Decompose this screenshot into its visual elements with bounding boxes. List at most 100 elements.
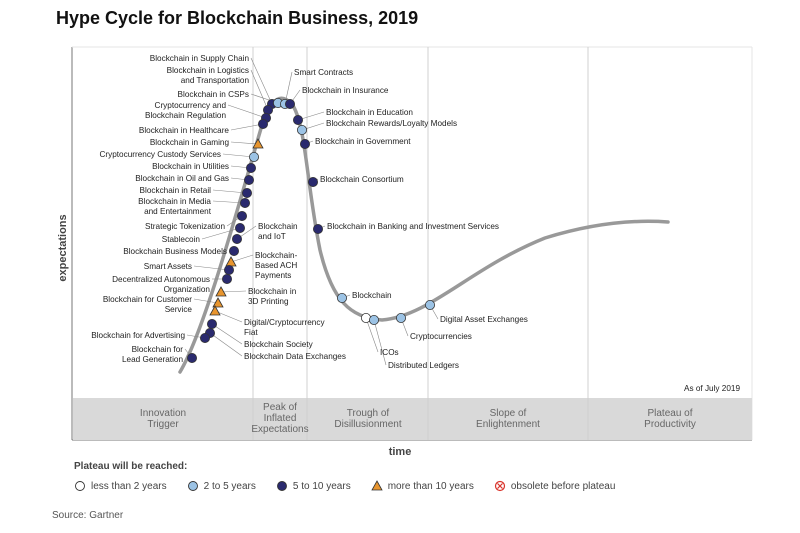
- label-blockchain-in-csps: Blockchain in CSPs: [178, 90, 249, 99]
- point-blockchain-rewards-loyalty-models: [296, 125, 307, 136]
- label-blockchain-rewards-loyalty-models: Blockchain Rewards/Loyalty Models: [326, 119, 457, 128]
- label-blockchain-in-logistics-and-transportation: Blockchain in Logistics and Transportatio…: [167, 66, 250, 85]
- legend-item-obs: obsolete before plateau: [494, 480, 616, 492]
- point-blockchain-business-models: [228, 245, 239, 256]
- legend: Plateau will be reached: less than 2 yea…: [74, 461, 615, 492]
- leader-smart-assets: [193, 265, 230, 271]
- point-blockchain-society: [206, 318, 217, 329]
- point-digital-cryptocurrency-fiat: [209, 305, 221, 316]
- label-distributed-ledgers: Distributed Ledgers: [388, 361, 459, 370]
- point-smart-assets: [223, 264, 234, 275]
- legend-item-2to5: 2 to 5 years: [187, 480, 256, 492]
- label-blockchain-society: Blockchain Society: [244, 340, 314, 349]
- point-blockchain-in-media-and-entertainment: [239, 197, 250, 208]
- leader-blockchain-in-healthcare: [230, 123, 264, 131]
- legend-item-gt10: more than 10 years: [371, 480, 474, 492]
- point-digital-asset-exchanges: [424, 299, 435, 310]
- leader-blockchain-in-3d-printing: [220, 290, 247, 293]
- point-decentralized-autonomous-organization: [221, 273, 232, 284]
- leader-blockchain-based-ach-payments: [230, 254, 254, 263]
- label-blockchain-in-gaming: Blockchain in Gaming: [150, 138, 230, 147]
- leader-icos: [365, 317, 379, 353]
- legend-symbol-lt2: [75, 481, 85, 491]
- label-blockchain: Blockchain: [352, 291, 392, 300]
- label-blockchain-in-3d-printing: Blockchain in 3D Printing: [248, 287, 297, 306]
- leader-stablecoin: [201, 227, 241, 240]
- label-blockchain-consortium: Blockchain Consortium: [320, 175, 404, 184]
- y-axis-label: expectations: [57, 214, 69, 281]
- label-blockchain-in-banking-and-investment-services: Blockchain in Banking and Investment Ser…: [327, 222, 499, 231]
- label-cryptocurrency-custody-services: Cryptocurrency Custody Services: [100, 150, 222, 159]
- leader-blockchain-for-customer-service: [193, 298, 219, 304]
- legend-symbol-gt10: [371, 480, 383, 491]
- label-blockchain-in-insurance: Blockchain in Insurance: [302, 86, 389, 95]
- point-blockchain-in-gaming: [252, 138, 264, 149]
- label-decentralized-autonomous-organization: Decentralized Autonomous Organization: [112, 275, 210, 294]
- legend-symbol-2to5: [187, 481, 198, 491]
- legend-item-lt2: less than 2 years: [74, 480, 167, 492]
- label-blockchain-in-utilities: Blockchain in Utilities: [152, 162, 229, 171]
- label-blockchain-in-media-and-entertainment: Blockchain in Media and Entertainment: [138, 197, 212, 216]
- phase-label-3: Trough of Disillusionment: [334, 408, 401, 430]
- as-of-note: As of July 2019: [684, 384, 740, 393]
- phase-label-1: Innovation Trigger: [140, 408, 186, 430]
- label-blockchain-in-supply-chain: Blockchain in Supply Chain: [150, 54, 250, 63]
- point-stablecoin: [234, 222, 245, 233]
- label-blockchain-in-government: Blockchain in Government: [315, 137, 411, 146]
- x-axis-label: time: [389, 446, 412, 458]
- phase-label-2: Peak of Inflated Expectations: [251, 402, 308, 435]
- point-blockchain-in-banking-and-investment-services: [312, 223, 323, 234]
- leader-cryptocurrency-custody-services: [222, 153, 255, 158]
- label-blockchain-in-healthcare: Blockchain in Healthcare: [139, 126, 230, 135]
- point-blockchain-in-insurance: [284, 99, 295, 110]
- label-cryptocurrency-and-blockchain-regulation: Cryptocurrency and Blockchain Regulation: [145, 101, 226, 120]
- point-blockchain-for-customer-service: [212, 297, 224, 308]
- leader-distributed-ledgers: [373, 319, 387, 366]
- point-strategic-tokenization: [236, 210, 247, 221]
- point-blockchain-for-advertising: [199, 332, 210, 343]
- label-digital-cryptocurrency-fiat: Digital/Cryptocurrency Fiat: [244, 318, 325, 337]
- phase-label-5: Plateau of Productivity: [644, 408, 696, 430]
- legend-title: Plateau will be reached:: [74, 461, 188, 472]
- label-blockchain-for-customer-service: Blockchain for Customer Service: [103, 295, 193, 314]
- point-cryptocurrency-custody-services: [248, 151, 259, 162]
- point-blockchain-in-healthcare: [257, 119, 268, 130]
- leader-blockchain-in-media-and-entertainment: [212, 200, 246, 204]
- point-blockchain-in-government: [299, 138, 310, 149]
- leader-blockchain-in-gaming: [230, 141, 259, 145]
- label-blockchain-and-iot: Blockchain and IoT: [258, 222, 298, 241]
- source-note: Source: Gartner: [52, 510, 124, 521]
- legend-item-5to10: 5 to 10 years: [276, 480, 351, 492]
- point-blockchain-consortium: [307, 176, 318, 187]
- point-blockchain-based-ach-payments: [225, 256, 237, 267]
- point-cryptocurrencies: [395, 312, 406, 323]
- point-blockchain-in-utilities: [245, 162, 256, 173]
- label-blockchain-business-models: Blockchain Business Models: [123, 247, 227, 256]
- legend-label-5to10: 5 to 10 years: [292, 480, 351, 492]
- label-stablecoin: Stablecoin: [162, 235, 201, 244]
- phase-label-4: Slope of Enlightenment: [476, 408, 540, 430]
- label-blockchain-in-retail: Blockchain in Retail: [140, 186, 212, 195]
- legend-label-lt2: less than 2 years: [91, 480, 167, 492]
- leader-cryptocurrency-and-blockchain-regulation: [227, 104, 267, 119]
- phase-band: [73, 398, 752, 440]
- label-blockchain-for-lead-generation: Blockchain for Lead Generation: [122, 345, 183, 364]
- label-blockchain-in-oil-and-gas: Blockchain in Oil and Gas: [135, 174, 229, 183]
- leader-blockchain-in-logistics-and-transportation: [250, 69, 269, 111]
- label-digital-asset-exchanges: Digital Asset Exchanges: [440, 315, 528, 324]
- legend-items: less than 2 years 2 to 5 years 5 to 10 yea…: [74, 480, 615, 492]
- point-blockchain-in-3d-printing: [215, 286, 227, 297]
- label-strategic-tokenization: Strategic Tokenization: [145, 222, 225, 231]
- label-blockchain-in-education: Blockchain in Education: [326, 108, 413, 117]
- point-blockchain-and-iot: [231, 233, 242, 244]
- point-blockchain: [336, 292, 347, 303]
- point-blockchain-in-oil-and-gas: [243, 174, 254, 185]
- point-distributed-ledgers: [368, 314, 379, 325]
- point-blockchain-in-retail: [241, 187, 252, 198]
- label-smart-contracts: Smart Contracts: [294, 68, 353, 77]
- point-blockchain-for-lead-generation: [186, 352, 197, 363]
- label-cryptocurrencies: Cryptocurrencies: [410, 332, 472, 341]
- legend-label-obs: obsolete before plateau: [510, 480, 616, 492]
- legend-symbol-5to10: [276, 481, 287, 491]
